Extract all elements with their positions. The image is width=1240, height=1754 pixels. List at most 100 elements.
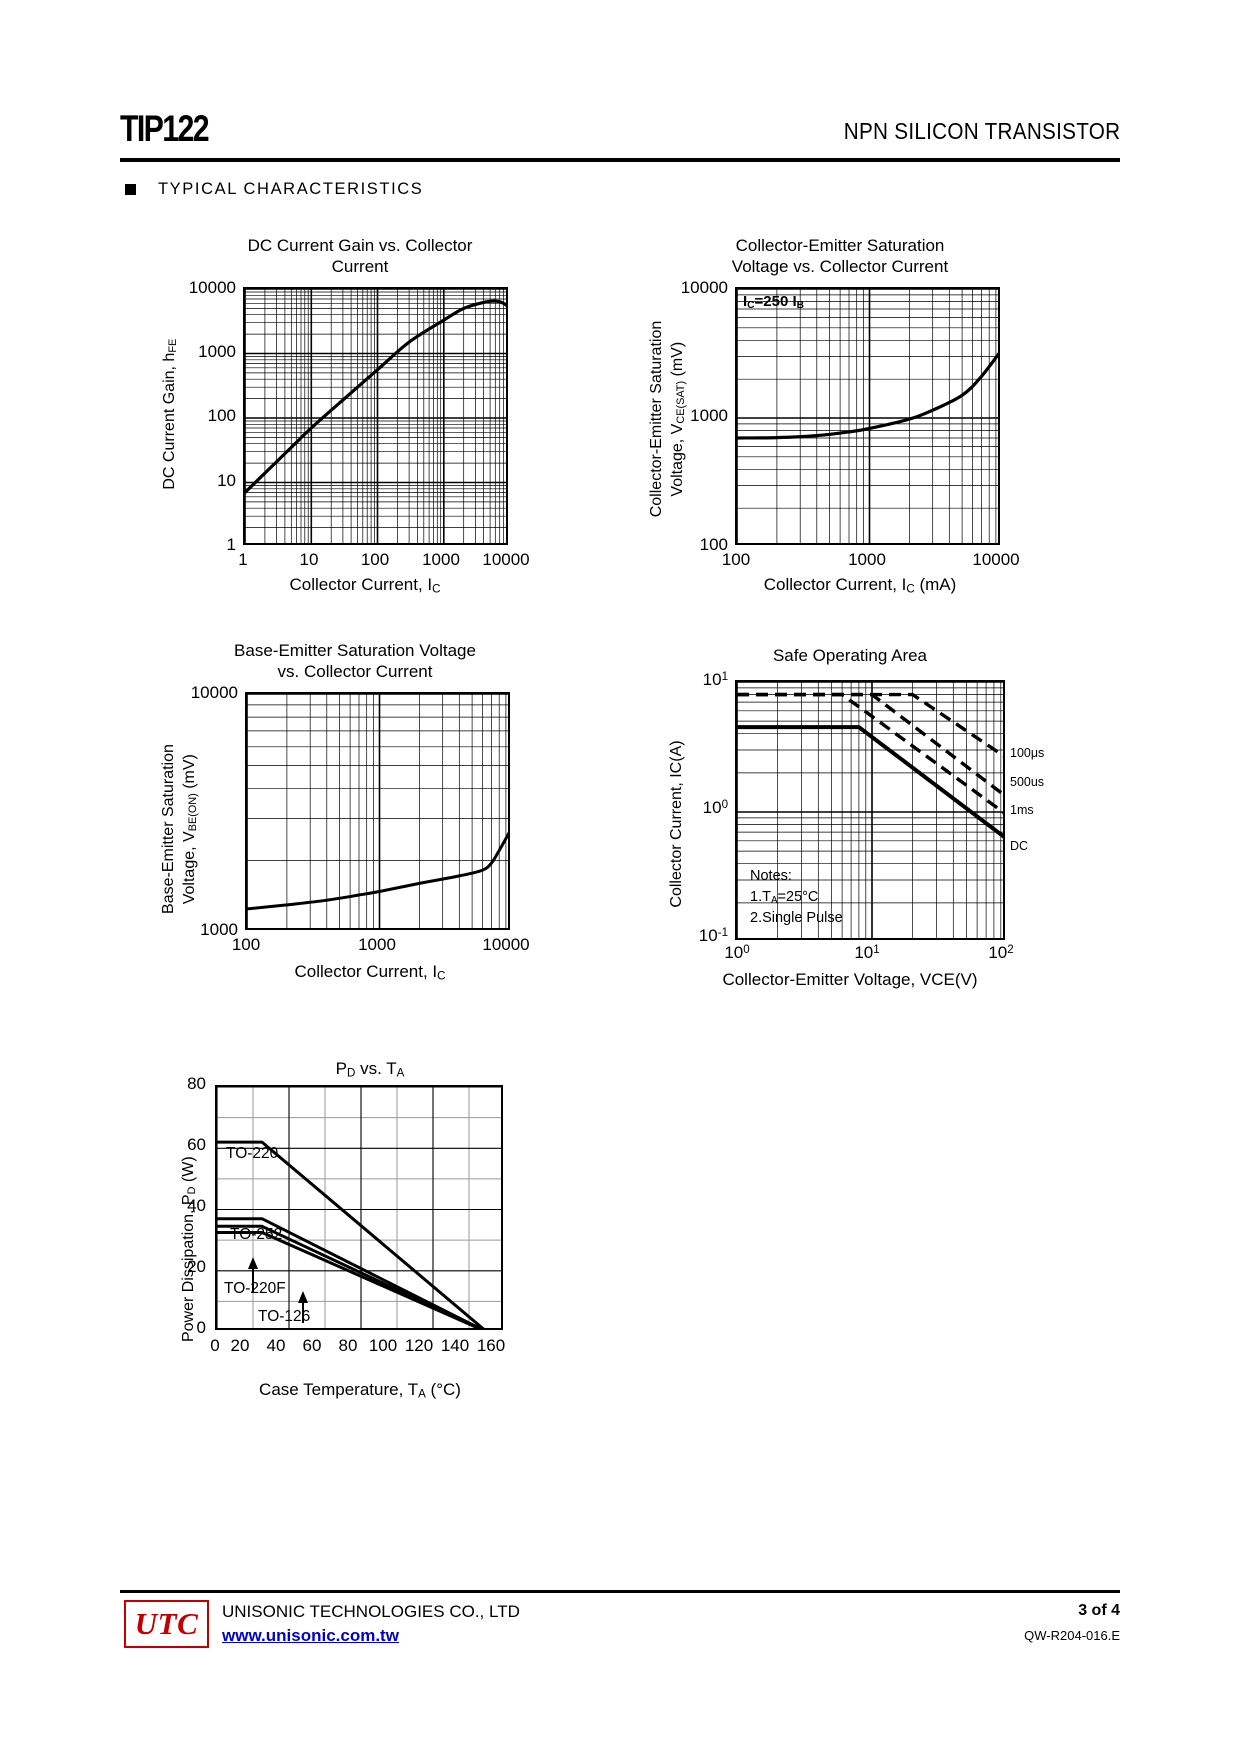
chart1-xtick-10000: 10000 — [482, 550, 530, 569]
chart1-x-axis-label: Collector Current, IC — [289, 575, 441, 596]
chart1-xtick-1: 1 — [238, 550, 248, 569]
chart4-svg — [737, 682, 1003, 938]
chart3-xtick-1000: 1000 — [358, 935, 396, 954]
chart5-callout-arrows — [248, 1257, 308, 1323]
chart2-xtick-100: 100 — [721, 550, 751, 569]
chart4-y-axis-label: Collector Current, IC(A) — [668, 740, 685, 908]
chart5-xtick-160: 160 — [476, 1336, 506, 1355]
chart1-ytick-100: 100 — [207, 406, 236, 425]
chart2-xtick-1000: 1000 — [848, 550, 886, 569]
chart5-xtick-0: 0 — [210, 1336, 220, 1355]
chart4-curve-label-dc: DC — [1010, 839, 1029, 853]
chart4-note-1: 1.TA=25°C — [750, 889, 819, 907]
chart5-plot-area — [215, 1085, 503, 1330]
chart1-ytick-10000: 10000 — [188, 278, 236, 297]
chart5-ytick-80: 80 — [187, 1074, 206, 1093]
chart3-x-axis-label: Collector Current, IC — [294, 962, 446, 983]
chart-power-dissipation: PD vs. TA Power Dissipation, PD (W) 80 6… — [140, 1040, 560, 1440]
chart4-curve-label-1ms: 1ms — [1010, 803, 1034, 817]
chart1-xtick-1000: 1000 — [422, 550, 460, 569]
chart4-notes-title: Notes: — [750, 868, 792, 884]
chart5-curve-label-to220: TO-220 — [226, 1145, 279, 1162]
chart3-ytick-10000: 10000 — [190, 683, 238, 702]
chart1-title-line2: Current — [331, 257, 389, 276]
chart3-xtick-100: 100 — [231, 935, 261, 954]
utc-logo-text: UTC — [134, 1606, 199, 1641]
utc-logo: UTC — [124, 1600, 209, 1648]
chart1-svg — [245, 289, 506, 543]
chart3-y-axis-label-line2: Voltage, VBE(ON) (mV) — [180, 754, 200, 905]
chart2-title-line2: Voltage vs. Collector Current — [731, 257, 949, 276]
chart2-xtick-10000: 10000 — [972, 550, 1020, 569]
chart3-y-axis-label-line1: Base-Emitter Saturation — [160, 744, 177, 914]
square-bullet-icon — [125, 184, 136, 195]
chart4-xtick-1e2: 102 — [988, 943, 1014, 962]
chart4-note-2: 2.Single Pulse — [750, 910, 843, 926]
chart3-plot-area — [245, 692, 510, 930]
chart1-ytick-1: 1 — [226, 535, 236, 554]
chart4-curve-label-500us: 500us — [1010, 775, 1045, 789]
chart-vce-saturation: Collector-Emitter Saturation Voltage vs.… — [640, 235, 1040, 596]
chart5-ytick-60: 60 — [187, 1135, 206, 1154]
chart4-curve-label-100us: 100μs — [1010, 746, 1045, 760]
chart5-xtick-80: 80 — [338, 1336, 358, 1355]
header-divider — [120, 158, 1120, 162]
chart5-ytick-20: 20 — [187, 1257, 206, 1276]
chart4-xtick-1e1: 101 — [854, 943, 880, 962]
chart5-curve-label-to220f: TO-220F — [224, 1280, 286, 1297]
company-website-link[interactable]: www.unisonic.com.tw — [222, 1626, 399, 1645]
chart2-ytick-10000: 10000 — [680, 278, 728, 297]
chart-safe-operating-area: Safe Operating Area Collector Current, I… — [640, 640, 1044, 990]
chart2-annotation: IC=250 IB — [743, 293, 805, 312]
chart4-ytick-1e0: 100 — [702, 798, 728, 817]
chart2-plot-area — [735, 287, 1000, 545]
chart4-plot-area — [735, 680, 1005, 940]
chart3-ytick-1000: 1000 — [200, 920, 238, 939]
footer-divider — [120, 1590, 1120, 1593]
chart5-xtick-40: 40 — [266, 1336, 286, 1355]
chart5-title: PD vs. TA — [335, 1059, 405, 1080]
chart2-svg — [737, 289, 998, 543]
chart2-ytick-100: 100 — [699, 535, 728, 554]
chart5-xtick-120: 120 — [404, 1336, 434, 1355]
chart4-ytick-1em1: 10-1 — [698, 926, 728, 945]
chart1-xtick-100: 100 — [360, 550, 390, 569]
chart5-xtick-20: 20 — [230, 1336, 250, 1355]
chart5-xtick-60: 60 — [302, 1336, 322, 1355]
chart5-ytick-40: 40 — [187, 1196, 206, 1215]
part-number-title: TIP122 — [120, 108, 210, 149]
chart2-x-axis-label: Collector Current, IC (mA) — [763, 575, 957, 596]
chart2-title-line1: Collector-Emitter Saturation — [735, 236, 945, 255]
chart4-xtick-1e0: 100 — [724, 943, 750, 962]
chart1-xtick-10: 10 — [299, 550, 319, 569]
chart4-x-axis-label: Collector-Emitter Voltage, VCE(V) — [722, 970, 978, 989]
chart1-title-line1: DC Current Gain vs. Collector — [247, 236, 473, 255]
chart5-svg — [217, 1087, 501, 1328]
chart3-svg — [247, 694, 508, 928]
chart5-xtick-140: 140 — [440, 1336, 470, 1355]
chart5-ytick-0: 0 — [196, 1318, 206, 1337]
chart-dc-current-gain: DC Current Gain vs. Collector Current DC… — [150, 235, 550, 596]
company-name: UNISONIC TECHNOLOGIES CO., LTD — [222, 1602, 520, 1621]
document-code: QW-R204-016.E — [1024, 1628, 1120, 1643]
chart1-ytick-10: 10 — [217, 471, 236, 490]
chart4-ytick-1e1: 101 — [702, 670, 728, 689]
chart2-ytick-1000: 1000 — [690, 406, 728, 425]
chart3-title-line1: Base-Emitter Saturation Voltage — [234, 641, 476, 660]
chart5-curve-label-to126: TO-126 — [258, 1308, 311, 1325]
chart1-plot-area — [243, 287, 508, 545]
page-number: 3 of 4 — [1078, 1602, 1120, 1619]
section-title-label: TYPICAL CHARACTERISTICS — [158, 180, 424, 198]
chart-vbe-saturation: Base-Emitter Saturation Voltage vs. Coll… — [150, 640, 550, 990]
chart3-xtick-10000: 10000 — [482, 935, 530, 954]
page-header: TIP122 NPN SILICON TRANSISTOR — [120, 108, 1120, 168]
chart4-title: Safe Operating Area — [772, 646, 928, 665]
chart5-xtick-100: 100 — [368, 1336, 398, 1355]
device-type-title: NPN SILICON TRANSISTOR — [843, 118, 1120, 144]
chart1-ytick-1000: 1000 — [198, 342, 236, 361]
chart5-x-axis-label: Case Temperature, TA (°C) — [259, 1380, 461, 1401]
chart5-curve-label-to252: TO-252 — [230, 1226, 283, 1243]
section-heading: TYPICAL CHARACTERISTICS — [125, 180, 423, 199]
chart3-title-line2: vs. Collector Current — [277, 662, 433, 681]
